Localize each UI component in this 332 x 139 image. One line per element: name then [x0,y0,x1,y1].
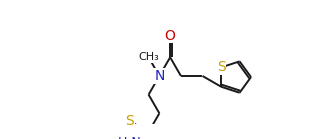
Text: S: S [217,60,225,74]
Text: O: O [165,29,176,43]
Text: S: S [125,114,134,128]
Text: CH₃: CH₃ [138,52,159,62]
Text: H₂N: H₂N [118,136,142,139]
Text: N: N [154,69,165,83]
